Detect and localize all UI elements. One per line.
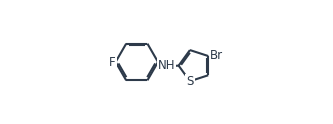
- Text: NH: NH: [158, 59, 175, 72]
- Text: Br: Br: [209, 49, 222, 62]
- Text: F: F: [109, 56, 116, 68]
- Text: S: S: [186, 75, 193, 88]
